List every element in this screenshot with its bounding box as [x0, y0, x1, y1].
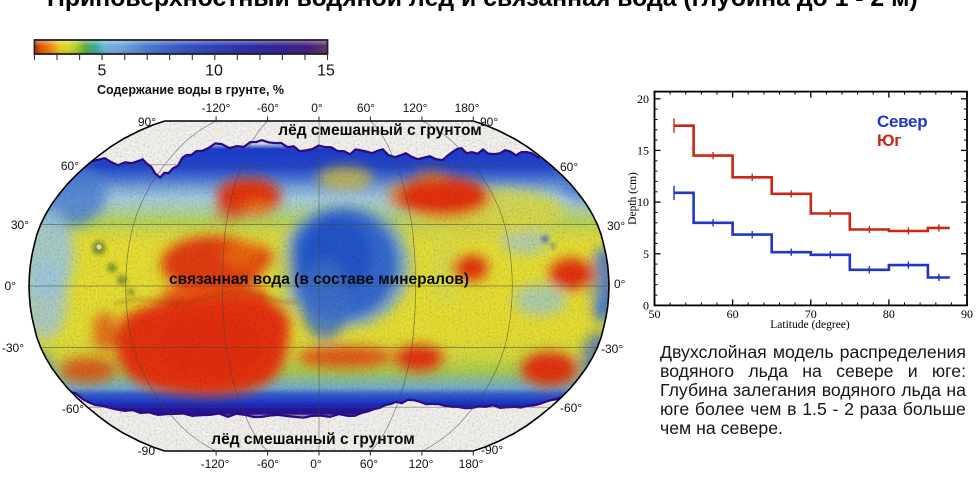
- svg-text:-60°: -60°: [62, 402, 84, 416]
- svg-text:0°: 0°: [311, 101, 323, 115]
- svg-text:120°: 120°: [403, 101, 428, 115]
- svg-text:Latitude (degree): Latitude (degree): [770, 319, 850, 331]
- svg-text:0°: 0°: [5, 279, 17, 293]
- svg-text:-60°: -60°: [257, 101, 279, 115]
- svg-text:лёд смешанный с грунтом: лёд смешанный с грунтом: [211, 431, 414, 448]
- svg-text:60°: 60°: [560, 160, 578, 174]
- svg-text:связанная вода (в составе мине: связанная вода (в составе минералов): [169, 271, 469, 288]
- svg-text:15: 15: [637, 143, 649, 157]
- svg-text:-90°: -90°: [481, 443, 503, 457]
- svg-text:60°: 60°: [61, 159, 79, 173]
- svg-text:180°: 180°: [455, 101, 480, 115]
- svg-text:10: 10: [637, 195, 649, 209]
- svg-text:0°: 0°: [614, 277, 626, 291]
- svg-text:20: 20: [637, 92, 649, 106]
- svg-text:15: 15: [317, 63, 335, 80]
- svg-text:60°: 60°: [357, 101, 375, 115]
- svg-text:5: 5: [97, 63, 106, 80]
- svg-text:-60°: -60°: [257, 457, 279, 471]
- svg-text:120°: 120°: [409, 457, 434, 471]
- svg-text:0°: 0°: [310, 457, 322, 471]
- svg-text:90°: 90°: [138, 115, 156, 129]
- svg-text:Depth (cm): Depth (cm): [627, 172, 639, 225]
- svg-text:10: 10: [205, 63, 223, 80]
- svg-text:50: 50: [649, 307, 661, 321]
- svg-text:60: 60: [727, 307, 739, 321]
- svg-text:80: 80: [883, 307, 895, 321]
- svg-text:-30°: -30°: [601, 342, 623, 356]
- svg-text:70: 70: [805, 307, 817, 321]
- svg-text:-90: -90: [138, 444, 156, 458]
- svg-text:Содержание воды в грунте, %: Содержание воды в грунте, %: [97, 83, 284, 97]
- svg-text:60°: 60°: [360, 457, 378, 471]
- svg-text:Север: Север: [877, 112, 927, 131]
- svg-text:-120°: -120°: [202, 101, 231, 115]
- svg-text:Юг: Юг: [877, 131, 901, 150]
- svg-text:5: 5: [643, 247, 649, 261]
- svg-text:180°: 180°: [459, 457, 484, 471]
- svg-text:-60°: -60°: [560, 401, 582, 415]
- svg-text:0: 0: [643, 298, 649, 312]
- svg-text:-120°: -120°: [201, 457, 230, 471]
- svg-text:лёд смешанный с грунтом: лёд смешанный с грунтом: [278, 122, 481, 139]
- svg-text:90: 90: [961, 307, 973, 321]
- svg-text:-30°: -30°: [2, 341, 24, 355]
- svg-text:90°: 90°: [480, 115, 498, 129]
- svg-text:30°: 30°: [11, 218, 29, 232]
- svg-text:30°: 30°: [607, 219, 625, 233]
